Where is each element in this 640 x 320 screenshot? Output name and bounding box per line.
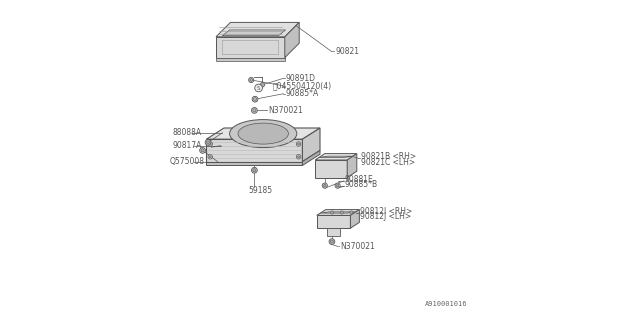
Circle shape xyxy=(349,211,353,214)
Text: 90891D: 90891D xyxy=(285,74,316,83)
Circle shape xyxy=(206,141,210,144)
Circle shape xyxy=(337,184,339,187)
Polygon shape xyxy=(216,37,285,58)
Circle shape xyxy=(208,155,212,159)
Circle shape xyxy=(298,156,300,158)
Circle shape xyxy=(340,211,344,214)
Text: N370021: N370021 xyxy=(340,242,375,251)
Text: 90881E: 90881E xyxy=(345,175,374,184)
Circle shape xyxy=(296,155,301,159)
Circle shape xyxy=(209,156,211,158)
Polygon shape xyxy=(327,228,340,236)
Polygon shape xyxy=(315,160,347,178)
Circle shape xyxy=(200,148,205,153)
Circle shape xyxy=(205,140,211,145)
Circle shape xyxy=(260,83,265,87)
Circle shape xyxy=(255,84,262,92)
Circle shape xyxy=(331,211,334,214)
Polygon shape xyxy=(285,22,300,58)
Circle shape xyxy=(253,169,256,172)
Circle shape xyxy=(329,239,335,244)
Text: 59185: 59185 xyxy=(248,186,272,195)
Polygon shape xyxy=(206,128,320,139)
Ellipse shape xyxy=(230,120,297,148)
Text: 88088A: 88088A xyxy=(173,128,202,137)
Circle shape xyxy=(250,79,253,81)
Text: A910001016: A910001016 xyxy=(425,301,467,307)
Text: 90812I <RH>: 90812I <RH> xyxy=(360,207,412,216)
Circle shape xyxy=(335,183,340,188)
Circle shape xyxy=(330,240,333,243)
Text: N370021: N370021 xyxy=(268,106,303,115)
Polygon shape xyxy=(319,156,354,157)
Text: 90885*A: 90885*A xyxy=(285,89,319,98)
Polygon shape xyxy=(317,215,351,228)
Text: 90812J <LH>: 90812J <LH> xyxy=(360,212,411,221)
Circle shape xyxy=(209,143,211,145)
Polygon shape xyxy=(347,154,357,178)
Circle shape xyxy=(201,149,204,152)
Circle shape xyxy=(253,98,257,101)
Circle shape xyxy=(248,77,253,83)
Circle shape xyxy=(208,142,212,146)
Circle shape xyxy=(296,142,301,146)
Circle shape xyxy=(323,183,328,188)
Circle shape xyxy=(252,96,258,102)
Polygon shape xyxy=(223,30,285,36)
Text: 90821: 90821 xyxy=(335,47,360,56)
Polygon shape xyxy=(206,162,302,165)
Circle shape xyxy=(323,184,326,187)
Text: 90885*B: 90885*B xyxy=(345,180,378,189)
Text: 90821B <RH>: 90821B <RH> xyxy=(361,152,416,161)
Polygon shape xyxy=(351,210,360,228)
Polygon shape xyxy=(302,128,320,162)
Circle shape xyxy=(252,108,257,113)
Polygon shape xyxy=(317,210,360,215)
Polygon shape xyxy=(216,22,300,37)
Text: 90821C <LH>: 90821C <LH> xyxy=(361,158,415,167)
Text: 90817A: 90817A xyxy=(173,141,202,150)
Text: Q575008: Q575008 xyxy=(170,157,205,166)
Polygon shape xyxy=(206,139,302,162)
Polygon shape xyxy=(320,212,356,213)
Circle shape xyxy=(298,143,300,145)
Text: S: S xyxy=(257,85,260,91)
Circle shape xyxy=(253,109,256,112)
Circle shape xyxy=(252,167,257,173)
Ellipse shape xyxy=(238,123,289,144)
Polygon shape xyxy=(315,154,357,160)
Polygon shape xyxy=(302,150,320,165)
Polygon shape xyxy=(216,58,285,61)
Text: Ⓢ045504120(4): Ⓢ045504120(4) xyxy=(273,81,332,90)
